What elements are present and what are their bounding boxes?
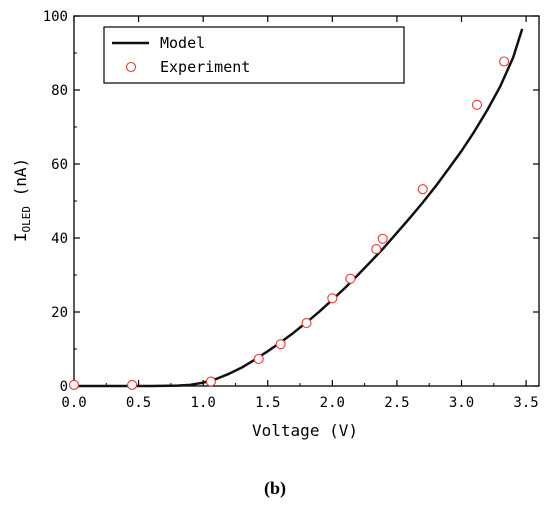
x-tick-label: 0.0 — [61, 395, 86, 411]
x-tick-label: 2.0 — [320, 395, 345, 411]
x-tick-label: 3.0 — [449, 395, 474, 411]
series-layer — [68, 28, 524, 390]
plot-frame: 0.0 0.5 1.0 1.5 2.0 2.5 3.0 3.5 0 20 40 60 80 100 — [43, 9, 540, 411]
legend-box — [103, 26, 405, 84]
x-tick-label: 3.5 — [513, 395, 538, 411]
experiment-point — [417, 184, 428, 195]
y-tick-label: 100 — [43, 9, 68, 25]
y-tick-label: 0 — [60, 379, 68, 395]
legend-experiment-label: Experiment — [160, 58, 250, 76]
experiment-point — [205, 376, 216, 387]
experiment-point — [127, 379, 138, 390]
y-tick-label: 20 — [51, 305, 68, 321]
y-axis-title-main: I — [11, 233, 30, 243]
experiment-point — [499, 56, 510, 67]
experiment-point — [275, 339, 286, 350]
experiment-point — [68, 379, 80, 390]
x-tick-label: 1.0 — [191, 395, 216, 411]
experiment-point — [253, 353, 264, 365]
legend-experiment-swatch — [125, 61, 137, 73]
model-line — [74, 28, 524, 388]
experiment-point — [345, 273, 356, 284]
y-tick-label: 60 — [51, 157, 68, 173]
legend-model-label: Model — [160, 34, 205, 52]
y-tick-label: 40 — [51, 231, 68, 247]
y-axis-title-subscript: OLED — [20, 206, 33, 233]
svg-text:IOLED (nA): IOLED (nA) — [11, 158, 33, 242]
x-tick-label: 1.5 — [255, 395, 280, 411]
x-tick-label: 2.5 — [384, 395, 409, 411]
experiment-point — [377, 233, 388, 244]
x-axis-title: Voltage (V) — [252, 421, 358, 440]
figure-caption: (b) — [264, 478, 286, 498]
experiment-point — [371, 244, 382, 255]
experiment-point — [327, 293, 338, 304]
experiment-point — [301, 318, 312, 329]
x-tick-label: 0.5 — [126, 395, 151, 411]
legend: Model Experiment — [103, 26, 405, 84]
y-axis-title: IOLED (nA) — [11, 158, 33, 242]
y-tick-label: 80 — [51, 83, 68, 99]
y-axis-title-unit: (nA) — [11, 158, 30, 206]
experiment-point — [471, 99, 483, 110]
